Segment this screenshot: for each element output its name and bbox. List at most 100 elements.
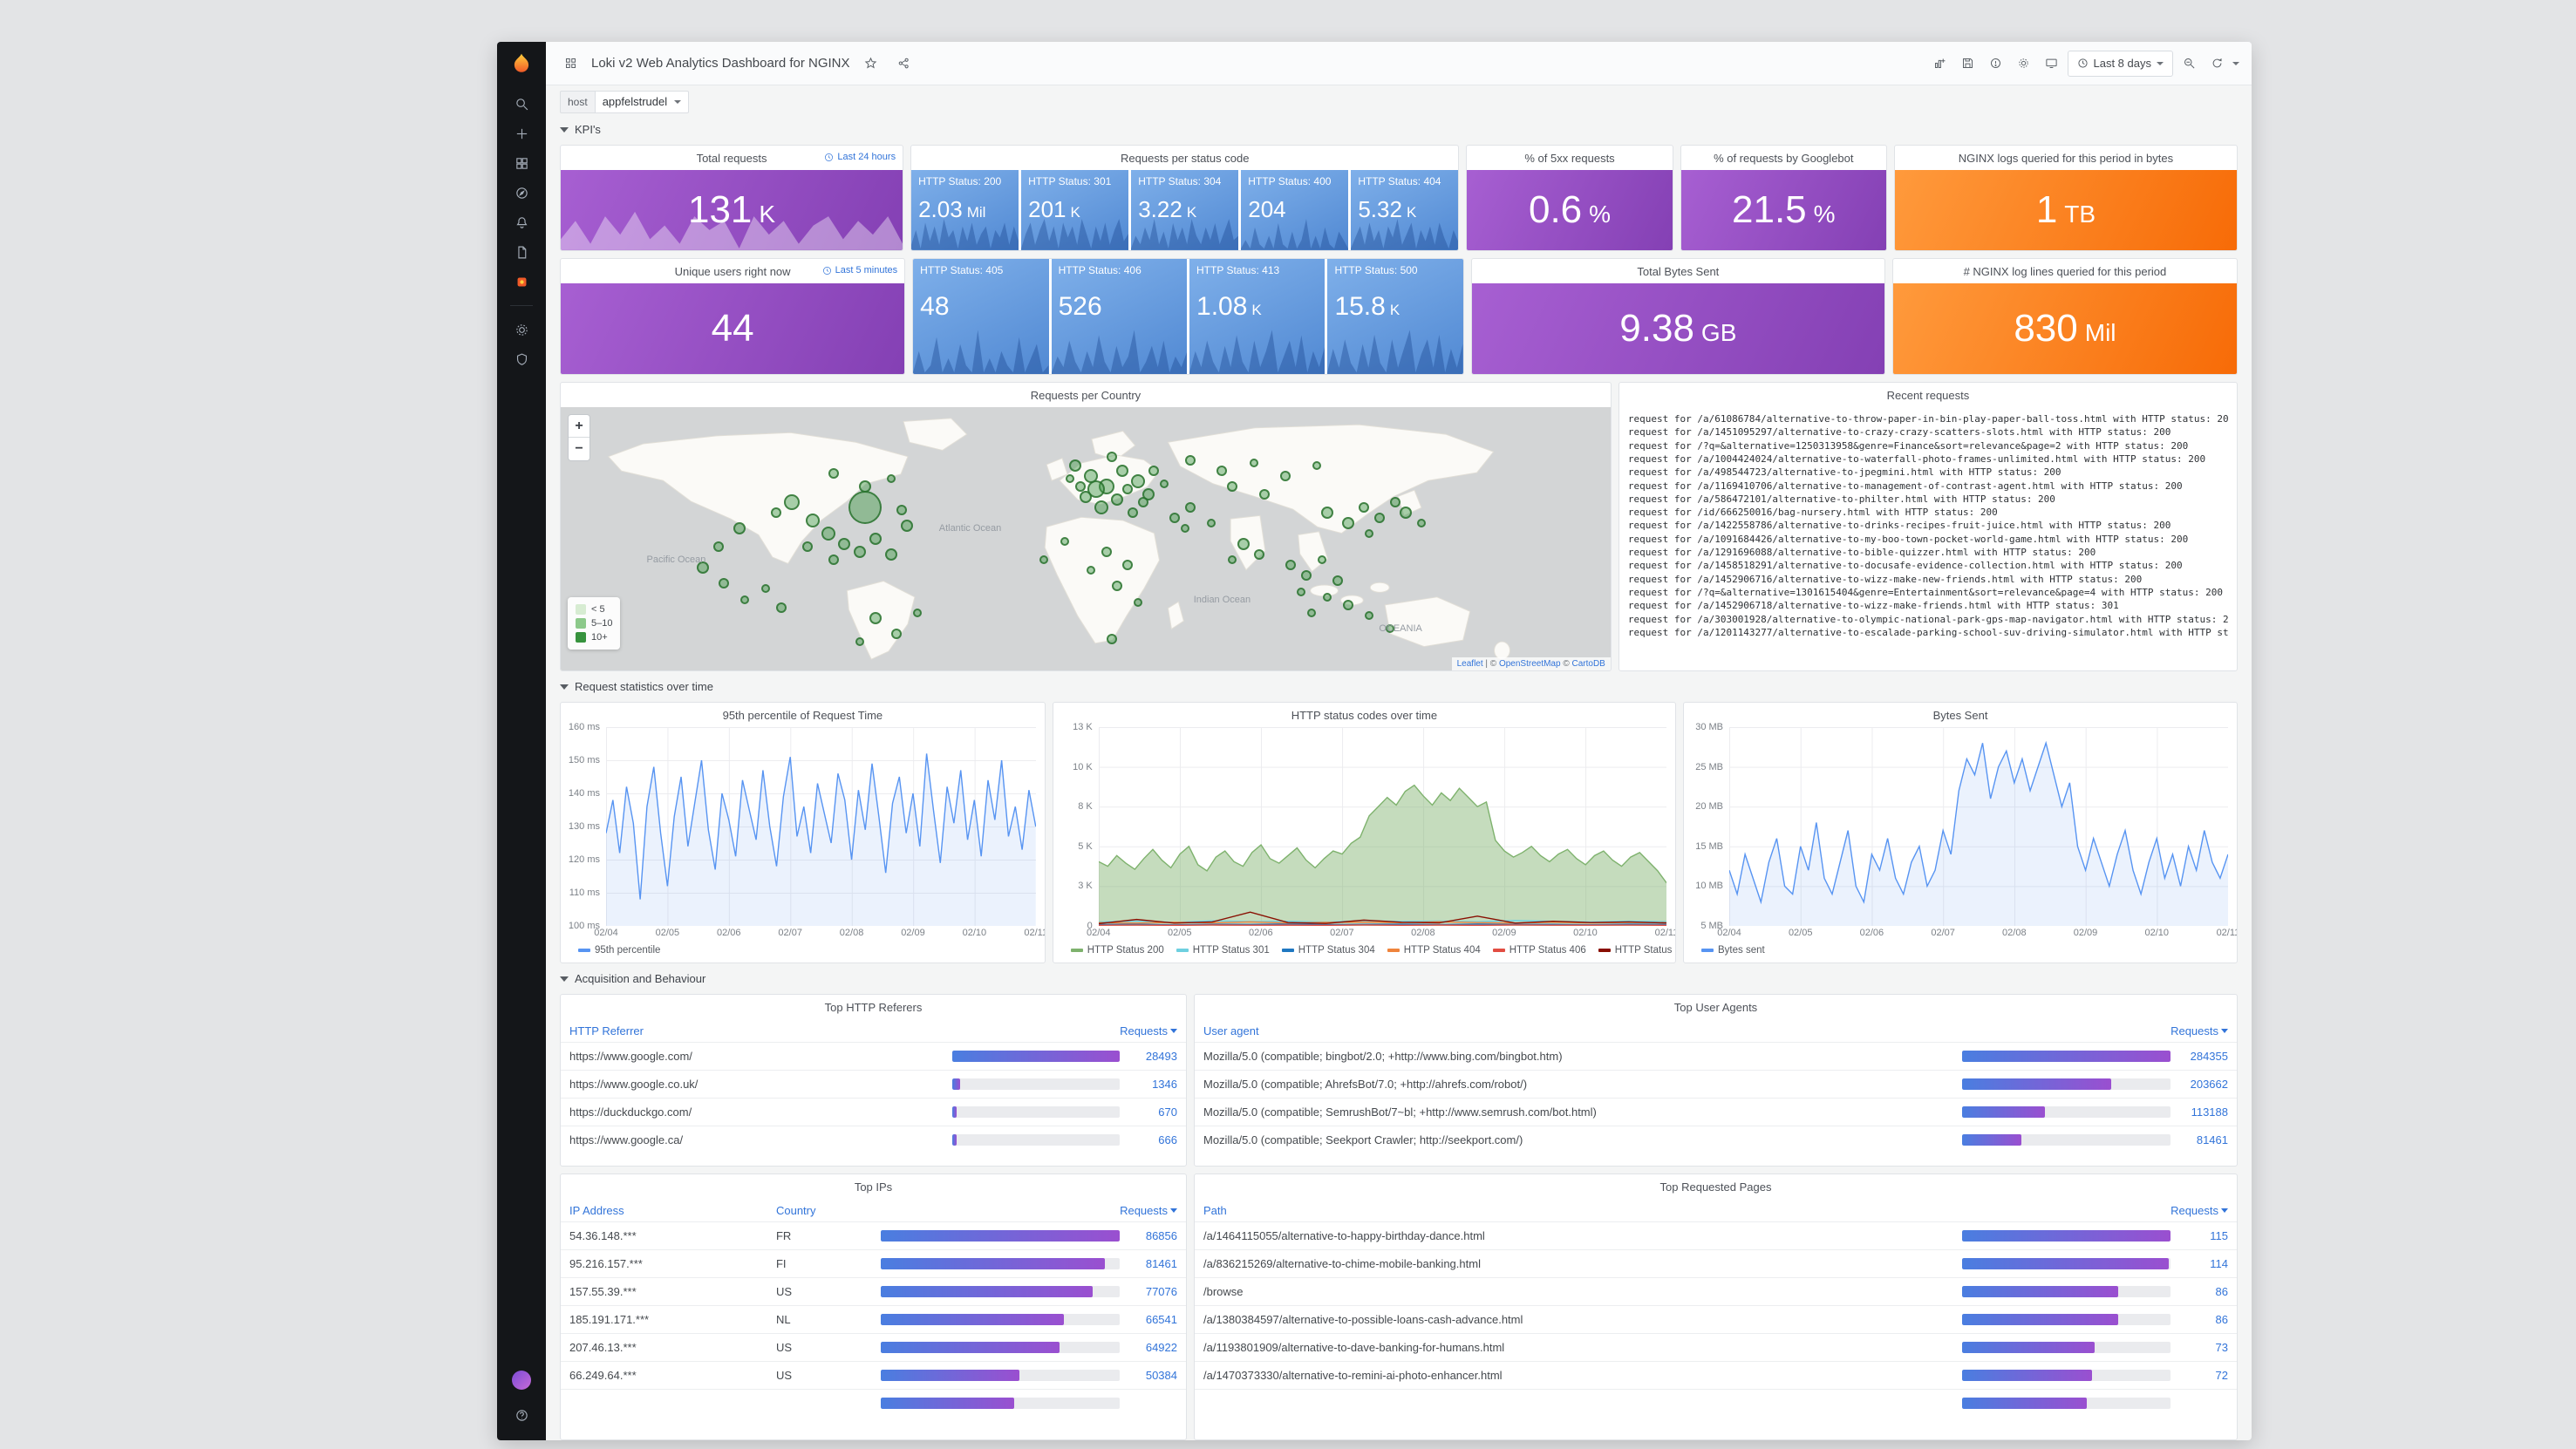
legend-item[interactable]: 95th percentile xyxy=(578,945,660,956)
map-marker[interactable] xyxy=(1160,479,1169,488)
map-marker[interactable] xyxy=(718,578,729,589)
map-marker[interactable] xyxy=(801,541,813,553)
map-marker[interactable] xyxy=(1112,581,1123,592)
refresh-interval-chevron-icon[interactable] xyxy=(2232,61,2239,65)
map-marker[interactable] xyxy=(891,628,903,639)
section-header-acquisition[interactable]: Acquisition and Behaviour xyxy=(560,970,2238,987)
map-marker[interactable] xyxy=(869,611,883,624)
map-marker[interactable] xyxy=(1107,633,1118,644)
legend-item[interactable]: Bytes sent xyxy=(1701,945,1765,956)
map-marker[interactable] xyxy=(1131,473,1146,488)
map-marker[interactable] xyxy=(1169,512,1181,523)
dashboard-title[interactable]: Loki v2 Web Analytics Dashboard for NGIN… xyxy=(591,56,850,71)
map-marker[interactable] xyxy=(1237,538,1250,551)
map-marker[interactable] xyxy=(1074,480,1086,492)
column-header[interactable]: Country xyxy=(775,1203,816,1217)
configuration-gear-icon[interactable] xyxy=(505,315,538,344)
map-marker[interactable] xyxy=(1322,592,1332,602)
map-marker[interactable] xyxy=(1279,470,1291,481)
map-marker[interactable] xyxy=(828,554,839,566)
legend-item[interactable]: HTTP Status 301 xyxy=(1176,945,1270,956)
map-marker[interactable] xyxy=(1101,547,1112,558)
column-header[interactable]: User agent xyxy=(1203,1024,1259,1037)
map-marker[interactable] xyxy=(1227,480,1238,492)
map-marker[interactable] xyxy=(828,467,839,479)
map-marker[interactable] xyxy=(1039,555,1048,565)
cycle-icon[interactable] xyxy=(1984,51,2008,76)
panel-title[interactable]: Total Bytes Sent xyxy=(1637,264,1720,278)
section-header-kpis[interactable]: KPI's xyxy=(560,121,2238,138)
panel-title[interactable]: Requests per Country xyxy=(1030,388,1141,402)
add-icon[interactable] xyxy=(505,119,538,148)
map-marker[interactable] xyxy=(1285,560,1296,571)
map-marker[interactable] xyxy=(739,595,749,604)
map-marker[interactable] xyxy=(1358,501,1369,513)
panel-title[interactable]: Recent requests xyxy=(1886,388,1970,402)
panel-title[interactable]: HTTP status codes over time xyxy=(1291,708,1438,722)
map-marker[interactable] xyxy=(1258,488,1270,500)
column-header-requests[interactable]: Requests xyxy=(1120,1204,1177,1217)
map-marker[interactable] xyxy=(1181,524,1190,534)
map-marker[interactable] xyxy=(1228,555,1237,565)
user-avatar[interactable] xyxy=(512,1371,531,1390)
save-icon[interactable] xyxy=(1956,51,1980,76)
map-marker[interactable] xyxy=(760,584,770,594)
column-header[interactable]: Path xyxy=(1203,1203,1227,1217)
add-panel-icon[interactable] xyxy=(1928,51,1952,76)
panel-title[interactable]: Top User Agents xyxy=(1673,1000,1758,1014)
map-marker[interactable] xyxy=(1364,529,1373,539)
grafana-logo[interactable] xyxy=(508,51,535,77)
map-marker[interactable] xyxy=(896,504,908,515)
map-marker[interactable] xyxy=(1185,501,1196,513)
security-shield-icon[interactable] xyxy=(505,344,538,374)
map-marker[interactable] xyxy=(1138,496,1149,507)
map-marker[interactable] xyxy=(1065,473,1074,483)
openstreetmap-link[interactable]: OpenStreetMap xyxy=(1498,659,1561,670)
map-marker[interactable] xyxy=(1417,518,1427,527)
variable-value-dropdown[interactable]: appfelstrudel xyxy=(595,90,690,113)
map-marker[interactable] xyxy=(1341,516,1354,529)
map-marker[interactable] xyxy=(1216,465,1228,476)
column-header-requests[interactable]: Requests xyxy=(2171,1024,2228,1037)
panel-title[interactable]: % of requests by Googlebot xyxy=(1714,151,1854,165)
map-marker[interactable] xyxy=(1086,566,1095,575)
panel-title[interactable]: Bytes Sent xyxy=(1932,708,1988,722)
map-marker[interactable] xyxy=(1185,454,1196,466)
map-marker[interactable] xyxy=(1317,555,1326,565)
zoom-out-icon[interactable] xyxy=(2177,51,2201,76)
panel-title[interactable]: Total requests xyxy=(696,151,767,165)
map-marker[interactable] xyxy=(869,533,883,546)
map-marker[interactable] xyxy=(1374,512,1385,523)
map-marker[interactable] xyxy=(1148,465,1160,476)
panel-title[interactable]: Top IPs xyxy=(854,1180,893,1194)
panel-title[interactable]: NGINX logs queried for this period in by… xyxy=(1958,151,2174,165)
help-icon[interactable] xyxy=(505,1400,538,1430)
legend-item[interactable]: HTTP Status 404 xyxy=(1387,945,1481,956)
map-marker[interactable] xyxy=(1094,500,1108,514)
map-marker[interactable] xyxy=(1060,537,1069,547)
dashboards-icon[interactable] xyxy=(505,148,538,178)
map-marker[interactable] xyxy=(901,520,914,532)
map-marker[interactable] xyxy=(1249,458,1258,467)
map-marker[interactable] xyxy=(1122,483,1134,494)
map-marker[interactable] xyxy=(1296,587,1305,596)
column-header-requests[interactable]: Requests xyxy=(1120,1024,1177,1037)
map-marker[interactable] xyxy=(848,490,883,524)
time-range-picker[interactable]: Last 8 days xyxy=(2067,50,2173,77)
map-marker[interactable] xyxy=(696,561,709,575)
alerting-bell-icon[interactable] xyxy=(505,207,538,237)
map-marker[interactable] xyxy=(1128,507,1139,518)
panel-title[interactable]: 95th percentile of Request Time xyxy=(722,708,883,722)
share-icon[interactable] xyxy=(892,51,917,76)
legend-item[interactable]: HTTP Status 406 xyxy=(1492,945,1586,956)
cartodb-link[interactable]: CartoDB xyxy=(1571,659,1605,670)
map-marker[interactable] xyxy=(1087,480,1105,498)
panel-title[interactable]: Top Requested Pages xyxy=(1659,1180,1772,1194)
map-marker[interactable] xyxy=(855,636,865,646)
map-marker[interactable] xyxy=(712,541,724,553)
column-header-requests[interactable]: Requests xyxy=(2171,1204,2228,1217)
map-marker[interactable] xyxy=(913,608,923,617)
map-marker[interactable] xyxy=(1111,493,1124,506)
panel-title[interactable]: % of 5xx requests xyxy=(1524,151,1615,165)
explore-compass-icon[interactable] xyxy=(505,178,538,207)
